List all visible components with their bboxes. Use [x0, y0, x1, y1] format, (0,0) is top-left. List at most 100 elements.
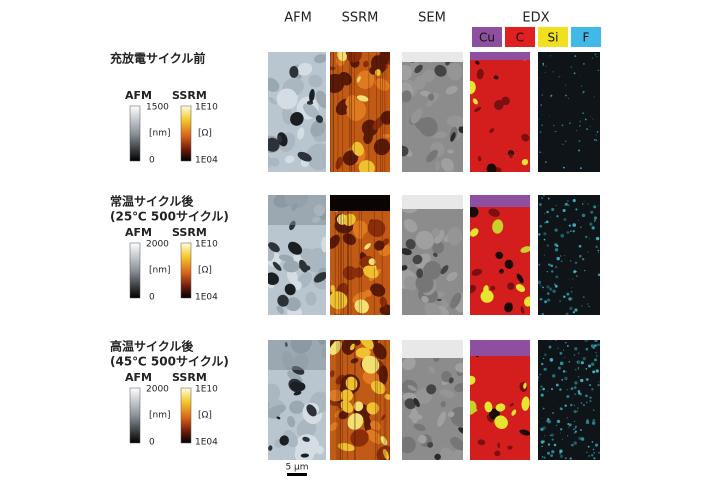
- texture: [501, 96, 510, 106]
- texture: [330, 66, 336, 71]
- texture: [330, 73, 345, 94]
- row-title: 常温サイクル後: [110, 194, 194, 209]
- dot: [540, 393, 544, 397]
- dot: [543, 367, 548, 371]
- dot: [562, 143, 564, 145]
- dot: [543, 368, 546, 371]
- streak: [347, 195, 349, 315]
- dot: [589, 222, 593, 226]
- texture: [435, 160, 440, 172]
- texture: [347, 413, 364, 430]
- dot: [564, 404, 567, 407]
- dot: [597, 383, 600, 387]
- dot: [597, 273, 600, 276]
- dot: [563, 295, 566, 298]
- dot: [563, 218, 567, 221]
- texture: [472, 98, 478, 105]
- texture: [490, 285, 496, 291]
- band: [268, 340, 326, 370]
- dot: [580, 361, 584, 365]
- texture: [276, 305, 284, 314]
- texture: [495, 403, 506, 412]
- dot: [565, 94, 567, 97]
- texture: [447, 411, 455, 418]
- texture: [290, 111, 304, 126]
- texture: [404, 398, 416, 410]
- texture: [428, 366, 436, 374]
- streak: [358, 195, 360, 315]
- dot: [552, 71, 554, 73]
- texture: [410, 108, 423, 124]
- colorbar-unit: [nm]: [149, 411, 171, 421]
- colorbar-title: AFM: [125, 226, 152, 239]
- colorbar-max: 1500: [146, 103, 169, 113]
- texture: [497, 442, 500, 449]
- streak: [376, 52, 377, 172]
- texture: [337, 443, 355, 452]
- texture: [350, 358, 359, 364]
- micrograph-edx: [470, 52, 530, 172]
- texture: [383, 304, 390, 315]
- dot: [539, 131, 542, 134]
- dot: [567, 97, 569, 99]
- top-band: [470, 52, 530, 60]
- texture: [268, 272, 279, 285]
- dot: [540, 104, 542, 106]
- streak: [350, 52, 352, 172]
- texture: [492, 219, 504, 234]
- dot: [555, 204, 557, 206]
- texture: [278, 254, 294, 262]
- dot: [562, 349, 565, 351]
- texture: [283, 260, 300, 273]
- colorbar-unit: [nm]: [149, 266, 171, 276]
- dot: [559, 351, 563, 355]
- texture: [342, 150, 359, 166]
- dot: [547, 298, 551, 302]
- texture: [330, 284, 336, 294]
- dot: [570, 230, 572, 232]
- dot: [550, 388, 554, 391]
- dot: [585, 368, 588, 370]
- colorbar-min: 1E04: [195, 156, 218, 166]
- texture: [269, 157, 280, 167]
- texture: [340, 389, 354, 402]
- top-band: [470, 195, 530, 207]
- texture: [370, 283, 386, 297]
- dot: [574, 308, 578, 312]
- dot: [545, 220, 549, 224]
- colorbar: [129, 105, 141, 162]
- dot: [596, 131, 599, 133]
- dot: [558, 75, 560, 78]
- dot: [592, 118, 594, 120]
- texture: [384, 393, 390, 400]
- dot: [582, 356, 586, 361]
- dot: [546, 244, 549, 247]
- dot: [568, 423, 572, 427]
- dot: [593, 457, 596, 460]
- dot: [587, 303, 589, 305]
- streak: [343, 195, 344, 315]
- dot: [539, 389, 541, 391]
- dot: [588, 305, 590, 308]
- texture: [434, 64, 447, 77]
- dot: [538, 263, 541, 266]
- texture: [300, 453, 310, 458]
- dot: [594, 220, 596, 222]
- texture: [355, 347, 371, 359]
- texture: [382, 133, 390, 139]
- dot: [571, 398, 573, 399]
- dot: [573, 410, 577, 414]
- dot: [560, 260, 563, 263]
- streak: [332, 52, 334, 172]
- dot: [574, 347, 578, 351]
- dot: [556, 215, 559, 218]
- texture: [424, 302, 441, 315]
- dot: [586, 451, 588, 453]
- streak: [339, 340, 341, 460]
- dot: [587, 203, 589, 205]
- texture: [477, 156, 482, 162]
- streak: [351, 52, 353, 172]
- streak: [389, 340, 390, 460]
- dot: [565, 84, 567, 86]
